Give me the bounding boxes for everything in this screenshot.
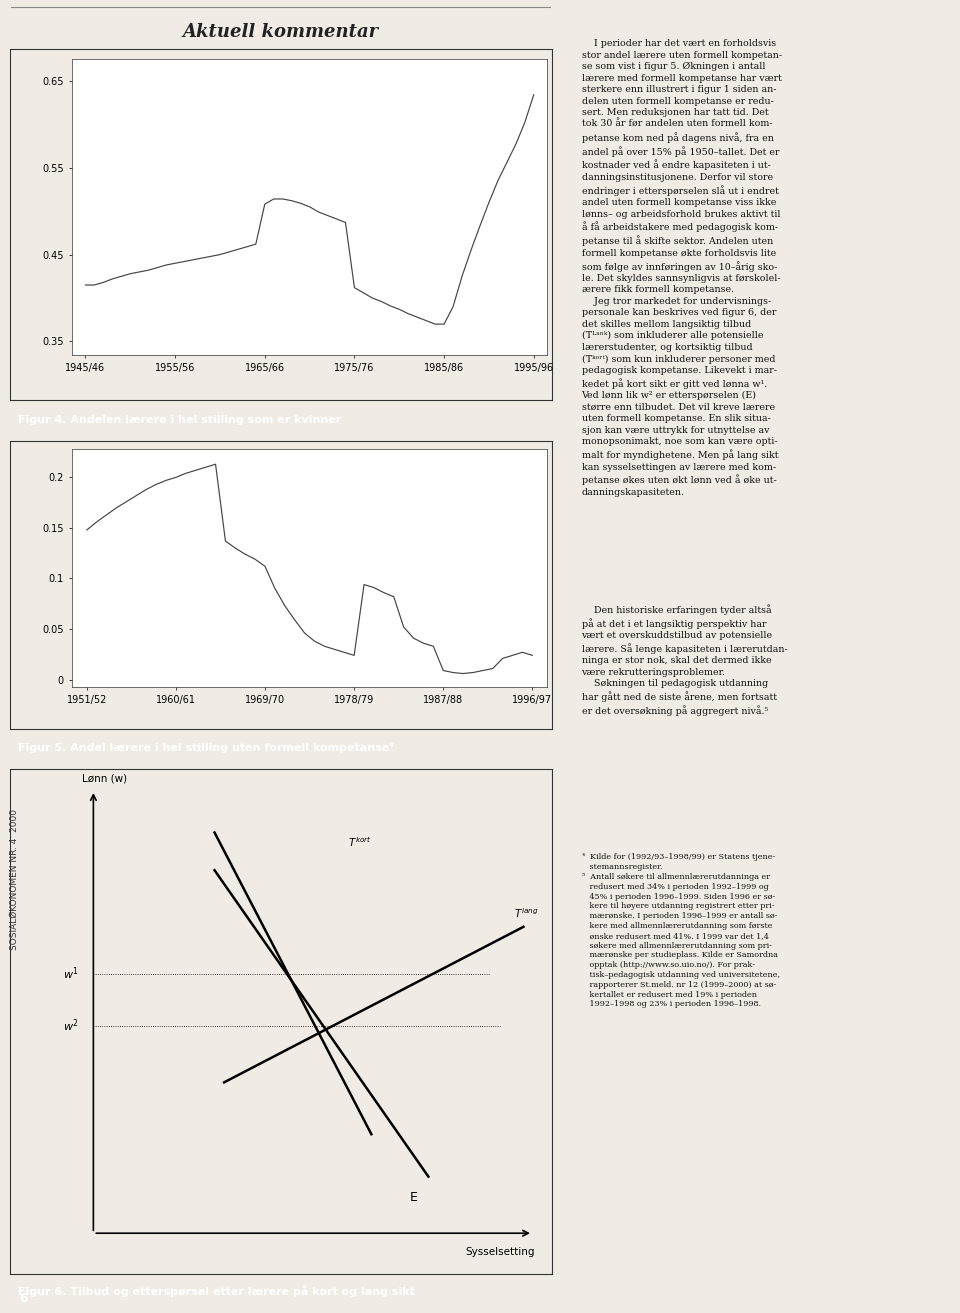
Text: SOSIALØ̀KONOMEN NR. 4  2000: SOSIALØ̀KONOMEN NR. 4 2000 — [10, 809, 19, 951]
Text: $T^{kort}$: $T^{kort}$ — [348, 835, 372, 850]
Text: I perioder har det vært en forholdsvis
stor andel lærere uten formell kompetan-
: I perioder har det vært en forholdsvis s… — [582, 39, 781, 496]
Text: ⁴  Kilde for (1992/93–1998/99) er Statens tjene-
   stemannsregister.
⁵  Antall : ⁴ Kilde for (1992/93–1998/99) er Statens… — [582, 853, 780, 1008]
Text: $w^2$: $w^2$ — [63, 1018, 79, 1035]
Text: Den historiske erfaringen tyder altså
på at det i et langsiktig perspektiv har
v: Den historiske erfaringen tyder altså på… — [582, 604, 787, 716]
Text: $w^1$: $w^1$ — [63, 965, 79, 982]
Text: 6: 6 — [20, 1292, 28, 1305]
Text: Figur 4. Andelen lærere i hel stilling som er kvinner: Figur 4. Andelen lærere i hel stilling s… — [17, 415, 341, 424]
Text: Figur 5. Andel lærere i hel stilling uten formell kompetanse⁴: Figur 5. Andel lærere i hel stilling ute… — [17, 743, 394, 752]
Text: E: E — [410, 1191, 419, 1204]
Text: Lønn (w): Lønn (w) — [82, 773, 127, 783]
Text: Aktuell kommentar: Aktuell kommentar — [182, 24, 379, 41]
Text: Sysselsetting: Sysselsetting — [466, 1247, 536, 1258]
Text: Figur 6. Tilbud og etterspørsel etter lærere på kort og lang sikt: Figur 6. Tilbud og etterspørsel etter læ… — [17, 1284, 415, 1297]
Text: $T^{lang}$: $T^{lang}$ — [514, 906, 539, 919]
